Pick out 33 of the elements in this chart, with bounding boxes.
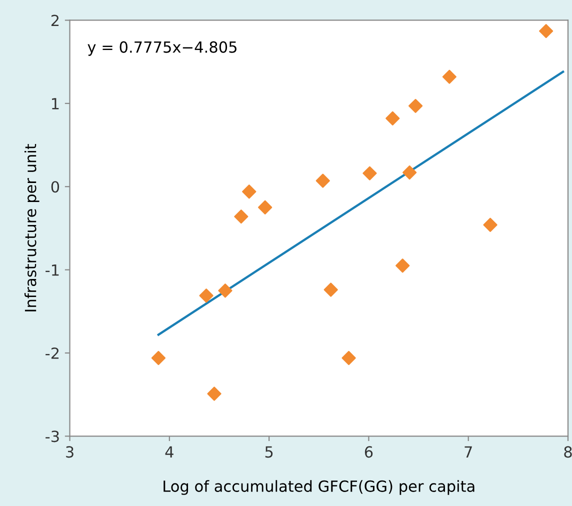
point <box>242 184 256 199</box>
point <box>258 200 272 214</box>
x-tick-label: 7 <box>464 446 472 458</box>
point <box>324 282 338 297</box>
y-tick-label: -3 <box>46 430 59 442</box>
annotation: y = 0.7775x−4.805 <box>88 41 236 56</box>
y-tick-label: -2 <box>46 347 59 359</box>
y-tick-label: 0 <box>51 181 60 193</box>
y-tick-label: 1 <box>52 98 59 110</box>
x-axis-title: Log of accumulated GFCF(GG) per capita <box>164 480 474 495</box>
point <box>386 111 400 126</box>
point <box>207 386 222 401</box>
x-tick-label: 5 <box>265 446 273 458</box>
point <box>483 218 498 232</box>
x-tick-label: 3 <box>66 446 74 458</box>
point <box>218 284 232 298</box>
point <box>396 258 410 273</box>
point <box>408 98 423 113</box>
point <box>234 210 248 224</box>
y-tick-label: -1 <box>46 264 59 276</box>
point <box>151 350 166 366</box>
y-axis-title: Infrastructure per unit <box>24 144 40 312</box>
point <box>539 24 554 38</box>
point <box>442 70 456 84</box>
x-tick-label: 6 <box>364 446 373 458</box>
point <box>316 174 330 188</box>
x-tick-label: 4 <box>165 446 174 458</box>
point <box>362 166 377 180</box>
x-tick-label: 8 <box>564 446 572 458</box>
point <box>342 350 356 366</box>
point <box>402 165 417 180</box>
y-tick-label: 2 <box>51 14 59 26</box>
point <box>199 288 214 303</box>
